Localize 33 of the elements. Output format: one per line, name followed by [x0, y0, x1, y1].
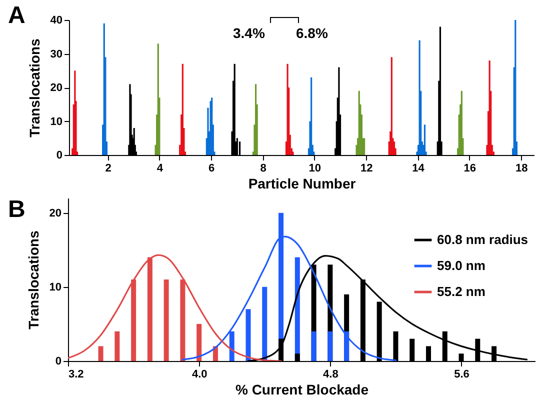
y-tick-label: 10	[50, 116, 62, 128]
y-tick-label: 40	[50, 14, 62, 26]
x-tick-label: 12	[360, 162, 373, 174]
x-tick-label: 4.0	[192, 368, 208, 380]
annotation: 6.8%	[296, 25, 328, 41]
x-tick-label: 10	[308, 162, 322, 174]
y-tick-label: 10	[49, 281, 62, 294]
y-axis-title: Translocations	[26, 38, 42, 138]
legend-label: 59.0 nm	[437, 258, 486, 273]
y-tick-label: 30	[50, 48, 62, 60]
x-tick-label: 6	[208, 162, 215, 174]
x-tick-label: 5.6	[454, 368, 470, 380]
x-tick-label: 18	[515, 162, 528, 174]
y-tick-label: 0	[55, 356, 62, 368]
y-tick-label: 0	[56, 150, 62, 162]
legend-label: 60.8 nm radius	[437, 232, 528, 247]
line-series	[68, 254, 282, 361]
y-tick-label: 20	[49, 207, 62, 220]
x-axis-title: % Current Blockade	[235, 382, 369, 398]
annotation: 3.4%	[233, 25, 265, 41]
x-tick-label: 4.8	[323, 368, 338, 380]
chart-title: B	[8, 196, 26, 224]
chart-title: A	[8, 2, 26, 30]
x-axis-title: Particle Number	[248, 176, 356, 192]
x-tick-label: 3.2	[68, 368, 84, 380]
y-axis-title: Translocations	[25, 230, 42, 330]
y-tick-label: 20	[50, 82, 62, 94]
x-tick-label: 4	[156, 162, 164, 174]
x-tick-label: 16	[464, 162, 476, 174]
x-tick-label: 2	[105, 162, 112, 174]
legend-label: 55.2 nm	[437, 284, 486, 299]
x-tick-label: 8	[260, 162, 266, 174]
x-tick-label: 14	[412, 162, 426, 174]
